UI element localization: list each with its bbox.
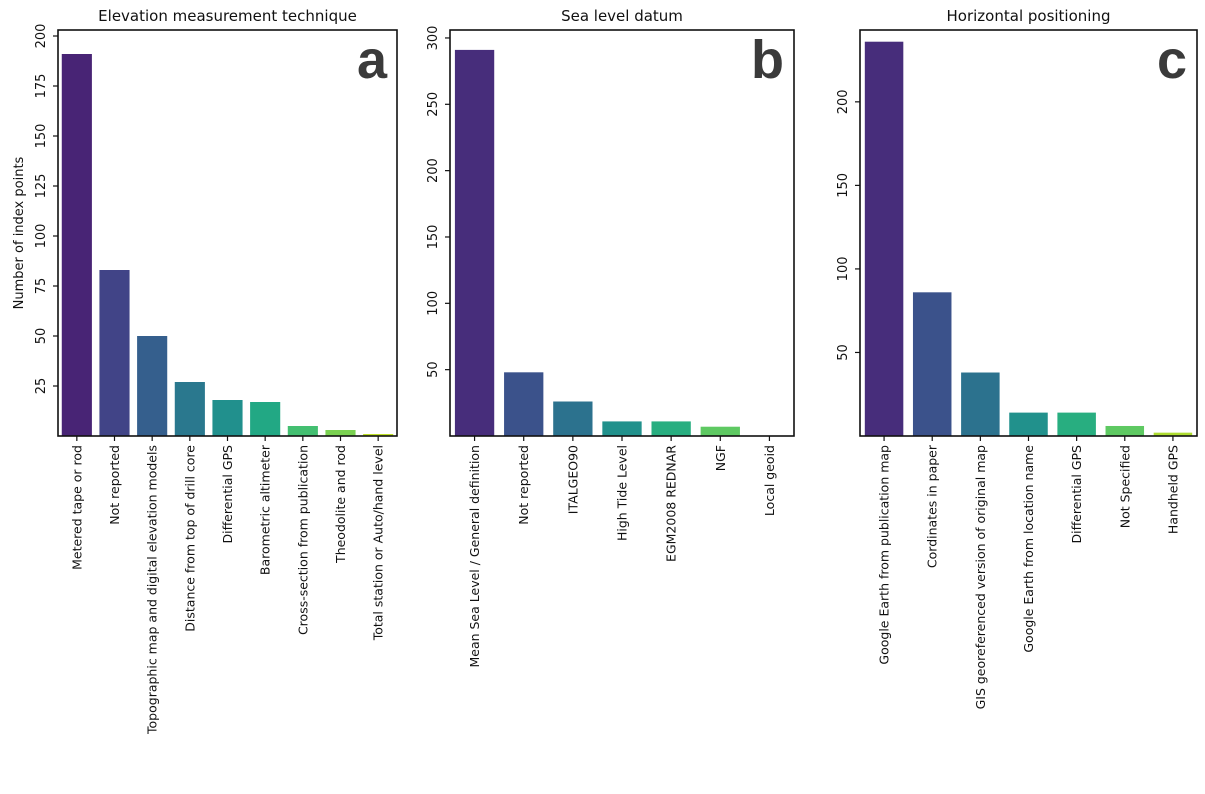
bar (61, 54, 92, 436)
x-tick-label: High Tide Level (615, 445, 630, 541)
x-tick-label: Total station or Auto/hand level (371, 445, 386, 641)
y-tick-label: 300 (426, 26, 441, 51)
y-tick-label: 50 (836, 344, 851, 361)
bar (961, 372, 1000, 436)
bar (504, 372, 544, 436)
bar (700, 426, 740, 436)
bar (1057, 412, 1096, 436)
bar (1105, 425, 1145, 436)
x-tick-label: Distance from top of drill core (182, 445, 197, 632)
bar (137, 336, 168, 436)
x-tick-label: ITALGEO90 (565, 445, 580, 514)
bar (250, 402, 281, 436)
x-tick-label: Metered tape or rod (69, 445, 84, 570)
bar (363, 434, 394, 436)
x-tick-label: Google Earth from location name (1021, 445, 1036, 653)
x-tick-label: Cross-section from publication (295, 445, 310, 635)
y-tick-label: 25 (34, 378, 49, 395)
bar (1009, 412, 1048, 436)
x-tick-label: Local geoid (762, 445, 777, 516)
panel-a: Elevation measurement technique 25 50 75 100… (12, 7, 398, 735)
bar (912, 292, 952, 436)
y-tick-label: 200 (34, 24, 49, 49)
y-tick-label: 100 (836, 257, 851, 282)
panel-title: Sea level datum (561, 7, 683, 25)
x-tick-label: Google Earth from publication map (877, 445, 892, 665)
panel-letter: b (751, 30, 784, 90)
bar (651, 421, 691, 436)
y-tick-label: 200 (836, 89, 851, 114)
x-tick-label: Topographic map and digital elevation mo… (145, 445, 160, 735)
panel-letter: a (357, 30, 388, 90)
y-tick-label: 100 (34, 224, 49, 249)
panel-b: Sea level datum 50 100 150 200 250 300 Mean Sea… (426, 7, 795, 668)
x-tick-label: Not Specified (1117, 445, 1132, 528)
bar (287, 426, 318, 436)
y-tick-label: 100 (426, 291, 441, 316)
y-tick-label: 175 (34, 74, 49, 99)
y-tick-label: 50 (34, 328, 49, 345)
bar (454, 49, 495, 437)
bar (1153, 432, 1193, 436)
x-tick-label: Theodolite and rod (333, 445, 348, 564)
y-tick-label: 125 (34, 174, 49, 199)
x-tick-label: Cordinates in paper (925, 444, 940, 568)
x-tick-label: GIS georeferenced version of original ma… (973, 445, 988, 709)
x-tick-label: Not reported (516, 445, 531, 525)
y-tick-label: 200 (426, 158, 441, 183)
panel-letter: c (1157, 30, 1187, 90)
y-tick-label: 250 (426, 92, 441, 117)
y-tick-label: 150 (836, 173, 851, 198)
plot-frame (859, 29, 1198, 437)
x-tick-label: Differential GPS (1069, 445, 1084, 544)
y-tick-label: 50 (426, 361, 441, 378)
x-tick-label: Differential GPS (220, 445, 235, 544)
y-tick-label: 75 (34, 278, 49, 295)
panel-title: Horizontal positioning (947, 7, 1111, 25)
x-tick-label: Handheld GPS (1165, 445, 1180, 534)
bar (174, 382, 205, 436)
bar (212, 400, 243, 436)
y-axis-label: Number of index points (12, 156, 27, 309)
y-tick-label: 150 (426, 225, 441, 250)
panel-title: Elevation measurement technique (98, 7, 357, 25)
x-tick-label: EGM2008 REDNAR (664, 445, 679, 562)
x-tick-label: NGF (713, 445, 728, 471)
x-tick-label: Not reported (107, 445, 122, 525)
y-tick-label: 150 (34, 124, 49, 149)
bar (864, 41, 904, 436)
bar (99, 270, 130, 436)
plot-frame (449, 29, 795, 437)
x-tick-label: Barometric altimeter (258, 444, 273, 575)
bar (325, 430, 356, 436)
panel-c: Horizontal positioning 50 100 150 200 Google … (836, 7, 1198, 709)
bar (553, 401, 593, 436)
bar (602, 421, 642, 436)
x-tick-label: Mean Sea Level / General definition (467, 445, 482, 668)
